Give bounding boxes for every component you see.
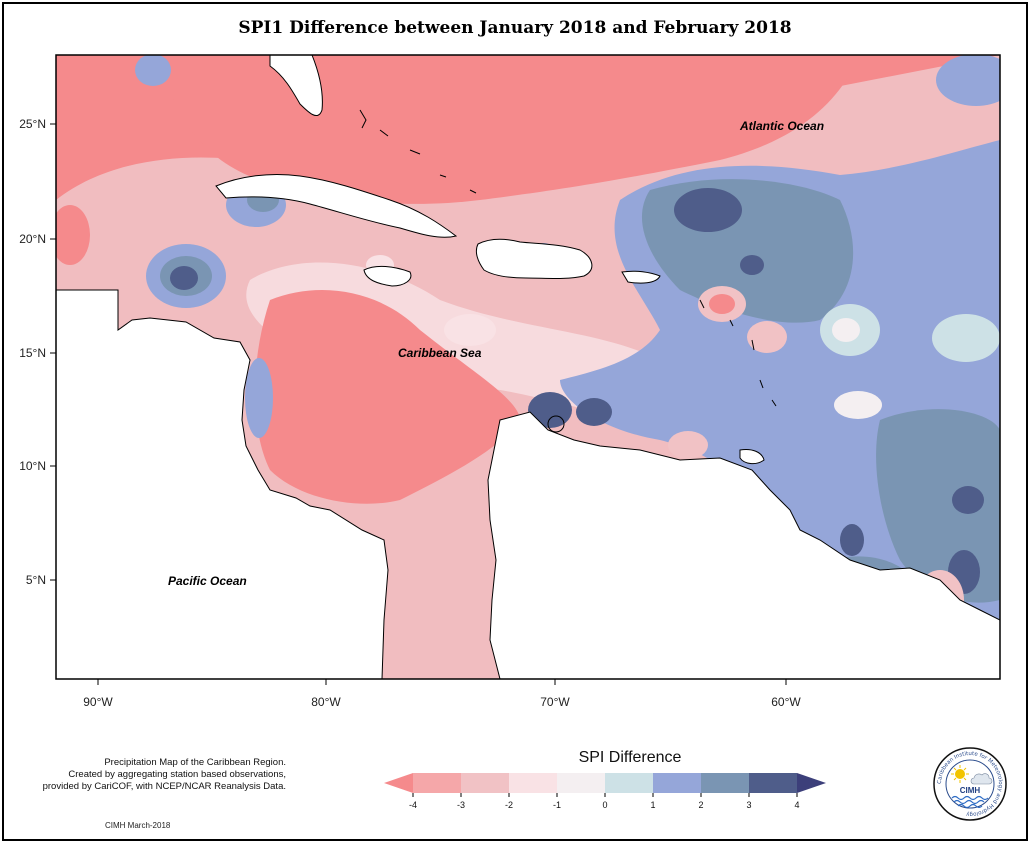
legend-tick-label: 4 [794,800,799,810]
latitude-axis [50,123,56,581]
longitude-axis [97,679,787,685]
legend-tick-label: -4 [409,800,417,810]
atlantic-ocean-label: Atlantic Ocean [739,119,824,133]
legend-tick-label: 3 [746,800,751,810]
spi-field [56,55,1000,679]
legend-swatch [461,773,509,793]
lat-tick-label: 25°N [19,117,46,131]
lon-tick-label: 70°W [540,695,570,709]
legend-swatch [557,773,605,793]
legend-tick-label: -1 [553,800,561,810]
legend-colorbar [384,773,826,793]
legend-swatch [701,773,749,793]
legend-swatch [509,773,557,793]
credit-text: CIMH March-2018 [105,821,171,830]
legend-swatch [413,773,461,793]
legend-swatch [605,773,653,793]
caribbean-sea-label: Caribbean Sea [398,346,482,360]
caption-line: provided by CariCOF, with NCEP/NCAR Rean… [42,781,286,792]
legend-swatch [384,773,413,793]
legend-swatch [653,773,701,793]
lat-tick-label: 15°N [19,346,46,360]
legend-tick-label: 2 [698,800,703,810]
legend-tick-label: 0 [602,800,607,810]
map-caption: Precipitation Map of the Caribbean Regio… [4,757,286,793]
lon-tick-label: 60°W [771,695,801,709]
plot-frame [55,54,1001,680]
legend-swatch [797,773,826,793]
legend-swatch [749,773,797,793]
caption-line: Created by aggregating station based obs… [68,769,286,780]
cloud-icon [970,773,993,785]
land-masses [56,55,1000,679]
legend-title: SPI Difference [578,749,682,766]
lon-tick-label: 90°W [83,695,113,709]
water-waves-icon [951,795,989,809]
legend-tick-label: -2 [505,800,513,810]
small-islands [359,109,777,433]
caption-line: Precipitation Map of the Caribbean Regio… [104,757,286,768]
cimh-logo: Caribbean Institute for Meteorology and … [933,747,1007,821]
map-title: SPI1 Difference between January 2018 and… [238,18,792,38]
legend-ticks [412,793,798,797]
sun-icon [951,765,969,783]
logo-acronym: CIMH [960,786,981,795]
legend-tick-label: 1 [650,800,655,810]
lat-tick-label: 5°N [26,573,46,587]
pacific-ocean-label: Pacific Ocean [168,574,247,588]
lon-tick-label: 80°W [311,695,341,709]
lat-tick-label: 20°N [19,232,46,246]
legend-tick-label: -3 [457,800,465,810]
lat-tick-label: 10°N [19,459,46,473]
